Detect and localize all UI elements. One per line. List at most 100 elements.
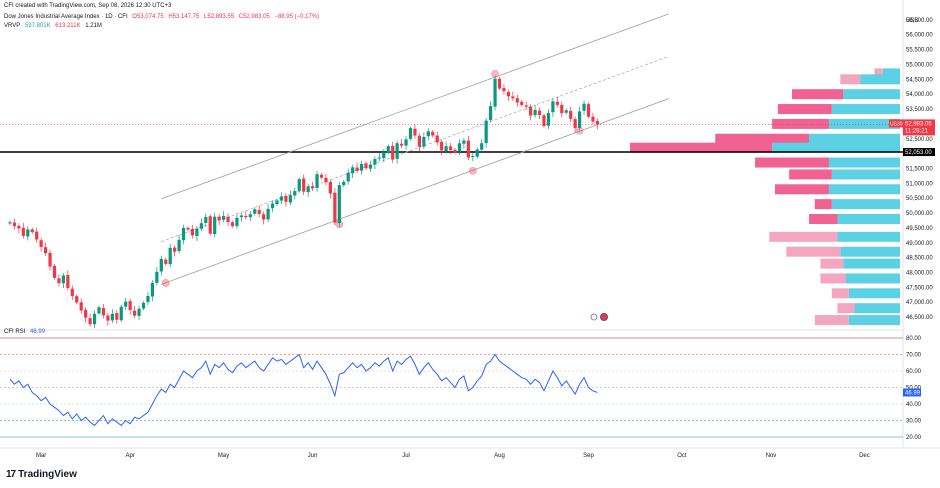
vp-down-bar <box>820 258 844 269</box>
time-tick-label: Sep <box>583 453 594 459</box>
price-tick-label: 48,000.00 <box>906 271 933 277</box>
candle-body <box>426 131 430 137</box>
currency-label: USD <box>906 17 922 25</box>
vp-down-bar <box>840 74 861 85</box>
price-tick-label: 47,500.00 <box>906 285 933 291</box>
candle-body <box>66 275 70 288</box>
flag-icon[interactable] <box>600 313 608 321</box>
candle-body <box>453 149 457 153</box>
candle-body <box>177 239 181 251</box>
vp-down-bar <box>774 184 829 195</box>
candle-body <box>462 140 466 144</box>
time-tick-label: Mar <box>36 453 46 459</box>
event-icon[interactable] <box>590 313 598 321</box>
candle-body <box>333 192 337 223</box>
candle-body <box>448 146 453 151</box>
price-tick-label: 52,500.00 <box>906 137 933 143</box>
price-tick-label: 55,000.00 <box>906 62 933 68</box>
candle-body <box>119 306 123 321</box>
candle-body <box>297 179 301 191</box>
countdown-text: 11:28:21 <box>905 128 929 134</box>
vp-up-bar <box>828 157 900 168</box>
time-tick-label: May <box>218 453 229 459</box>
price-tick-label: 54,500.00 <box>906 77 933 83</box>
candle-body <box>110 313 114 321</box>
price-tick-label: 50,500.00 <box>906 196 933 202</box>
vp-up-bar <box>831 199 900 210</box>
candle-body <box>195 228 199 237</box>
vp-up-bar <box>843 89 900 100</box>
candle-body <box>48 252 52 267</box>
candle-body <box>444 146 448 152</box>
vp-down-bar <box>769 231 838 242</box>
vp-down-bar <box>874 68 883 79</box>
last-price-badge <box>903 119 935 136</box>
candle-body <box>457 143 462 152</box>
channel-upper-line[interactable] <box>161 13 669 200</box>
candle-body <box>226 216 230 222</box>
vp-down-bar <box>630 142 773 153</box>
candle-body <box>480 143 484 150</box>
candle-body <box>217 216 221 221</box>
time-tick-label: Nov <box>766 453 777 459</box>
candle-body <box>306 186 310 193</box>
symbol-title[interactable]: Dow Jones Industrial Average Index · 1D … <box>4 14 128 20</box>
rsi-tick-label: 40.00 <box>906 402 922 408</box>
candle-body <box>337 185 341 224</box>
rsi-value-badge <box>903 388 921 397</box>
channel-lower-line[interactable] <box>161 98 669 285</box>
vp-up-bar <box>848 288 900 299</box>
vp-up-bar <box>772 142 900 153</box>
vp-up-bar <box>846 273 900 284</box>
vrvp-label[interactable]: VRVP <box>4 23 21 29</box>
touch-marker <box>468 167 477 175</box>
tradingview-logo[interactable]: 17 TradingView <box>6 469 77 480</box>
candle-body <box>230 222 235 227</box>
candle-body <box>355 167 359 171</box>
price-tick-label: 47,000.00 <box>906 300 933 306</box>
candle-body <box>422 136 426 147</box>
candle-body <box>97 307 101 314</box>
rsi-line <box>9 353 598 427</box>
candle-body <box>155 271 159 283</box>
rsi-label[interactable]: CFI RSI <box>4 329 26 335</box>
candle-body <box>551 101 555 113</box>
candle-body <box>30 229 34 233</box>
candle-body <box>26 229 30 237</box>
vp-down-bar <box>814 199 832 210</box>
candle-body <box>578 111 582 128</box>
candle-body <box>537 110 542 115</box>
candle-body <box>533 109 537 116</box>
candle-body <box>555 101 559 105</box>
candle-body <box>408 128 413 139</box>
candle-body <box>466 140 470 158</box>
candle-body <box>573 119 577 129</box>
candle-body <box>257 209 261 214</box>
time-tick-label: Apr <box>125 453 134 459</box>
candle-body <box>181 227 186 241</box>
candle-body <box>319 174 324 178</box>
candle-body <box>124 301 128 307</box>
candle-body <box>70 288 74 296</box>
candle-body <box>133 310 137 316</box>
candle-body <box>79 302 83 311</box>
symbol-badge <box>889 119 903 128</box>
candle-body <box>404 139 408 146</box>
candle-body <box>222 216 226 220</box>
price-tick-label: 49,500.00 <box>906 226 933 232</box>
vp-down-bar <box>715 133 810 144</box>
candle-body <box>128 301 132 310</box>
candle-body <box>270 203 275 209</box>
candle-body <box>106 315 110 321</box>
channel-mid-line[interactable] <box>161 56 669 242</box>
time-tick-label: Aug <box>494 453 505 459</box>
candle-body <box>417 135 421 147</box>
candle-body <box>75 296 79 303</box>
candle-body <box>546 112 551 126</box>
candle-body <box>57 278 61 284</box>
candle-body <box>569 110 573 119</box>
vp-up-bar <box>837 231 900 242</box>
rsi-legend: CFI RSI 46.99 <box>4 328 48 336</box>
vp-down-bar <box>831 288 849 299</box>
